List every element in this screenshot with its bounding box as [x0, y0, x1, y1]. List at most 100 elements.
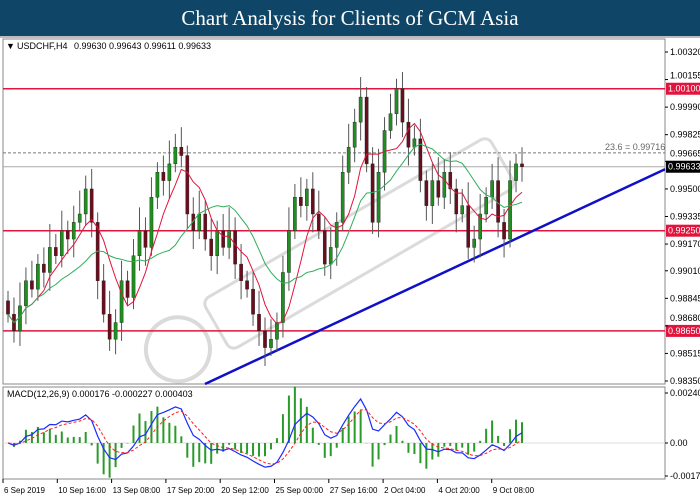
candle [448, 172, 453, 190]
candle [394, 88, 399, 114]
candle [77, 213, 82, 223]
candle [346, 146, 351, 173]
candle [173, 146, 178, 165]
y-tick-label: 0.99170 [670, 239, 700, 249]
candle [436, 180, 441, 198]
candle [269, 339, 273, 348]
candle [460, 205, 465, 215]
level-price-label: 0.98650 [668, 326, 700, 336]
candle [54, 247, 58, 256]
candle [227, 230, 231, 248]
candle [520, 163, 524, 167]
macd-line [7, 397, 523, 468]
y-tick-label: 0.98680 [670, 313, 700, 323]
candle [502, 222, 506, 240]
candle [299, 197, 303, 206]
header-divider [0, 36, 700, 38]
candle [257, 313, 261, 332]
ohlc-label: 0.99630 0.99643 0.99611 0.99633 [74, 41, 211, 51]
candle [311, 188, 315, 215]
candle [418, 138, 423, 181]
candle [113, 322, 118, 340]
signal-line [7, 409, 523, 465]
price-label-bg [666, 324, 700, 337]
candle [358, 96, 363, 123]
watermark-circle [143, 315, 212, 384]
candle [245, 280, 249, 290]
candle [65, 230, 70, 240]
candle [316, 213, 321, 231]
candle [179, 146, 184, 156]
candle [24, 280, 28, 307]
candle [48, 247, 52, 273]
candle [89, 188, 94, 223]
watermark-logo [143, 137, 516, 384]
candle [107, 313, 112, 340]
macd-y-tick-label: 0.002403 [670, 388, 700, 398]
candle [125, 280, 130, 298]
y-tick-label: 0.99500 [670, 184, 700, 194]
candle [30, 280, 34, 290]
chart-title: Chart Analysis for Clients of GCM Asia [0, 0, 700, 36]
x-tick-label: 9 Oct 08:00 [493, 486, 535, 495]
moving-average-slow [7, 143, 523, 324]
candle [83, 188, 88, 215]
current-price-bg [666, 160, 700, 173]
candle [334, 222, 339, 248]
macd-y-tick-label: 0.00 [670, 438, 688, 448]
candle [275, 322, 279, 340]
candle [406, 121, 411, 148]
candle [137, 230, 142, 256]
candle [305, 188, 309, 206]
candle [161, 172, 166, 181]
moving-average-fast [7, 122, 523, 325]
candle [328, 247, 333, 265]
candle [149, 197, 154, 248]
x-tick-label: 20 Sep 12:00 [221, 486, 269, 495]
candle [42, 263, 46, 273]
candle [281, 272, 285, 323]
y-tick-label: 0.99990 [670, 102, 700, 112]
level-price-label: 1.00100 [668, 84, 700, 94]
candle [233, 230, 237, 265]
current-price-label: 0.99633 [668, 162, 700, 172]
candle [119, 280, 124, 323]
candle [484, 197, 488, 215]
x-tick-label: 6 Sep 2019 [4, 486, 45, 495]
candle [197, 213, 202, 231]
candle [185, 155, 190, 215]
candle [478, 213, 482, 240]
y-tick-label: 1.00320 [670, 47, 700, 57]
watermark-band [203, 137, 516, 350]
x-tick-label: 10 Sep 16:00 [58, 486, 106, 495]
macd-label: MACD(12,26,9) 0.000176 -0.000227 0.00040… [7, 389, 193, 399]
candle [454, 188, 459, 215]
candle [263, 330, 267, 348]
y-tick-label: 0.98845 [670, 293, 700, 303]
candle [287, 230, 291, 273]
candle [131, 255, 136, 298]
candle [143, 230, 148, 248]
x-tick-label: 17 Sep 20:00 [167, 486, 215, 495]
candle [71, 222, 76, 240]
x-tick-label: 2 Oct 04:00 [384, 486, 426, 495]
y-tick-label: 0.99010 [670, 266, 700, 276]
price-label-bg [666, 82, 700, 95]
candle [388, 113, 393, 131]
y-tick-label: 1.00155 [670, 71, 700, 81]
candle [203, 213, 208, 240]
candle [101, 280, 106, 315]
candle [424, 180, 429, 206]
candle [251, 288, 255, 315]
candle [442, 172, 447, 198]
y-tick-label: 0.99825 [670, 130, 700, 140]
x-tick-label: 4 Oct 20:00 [438, 486, 480, 495]
y-tick-label: 0.99665 [670, 149, 700, 159]
candle [364, 96, 369, 165]
y-tick-label: 0.98515 [670, 348, 700, 358]
x-tick-label: 27 Sep 16:00 [330, 486, 378, 495]
candle [490, 180, 494, 198]
candle [191, 213, 196, 231]
chart-symbol-dropdown-icon[interactable]: ▼ [6, 41, 15, 51]
level-price-label: 0.99250 [668, 226, 700, 236]
